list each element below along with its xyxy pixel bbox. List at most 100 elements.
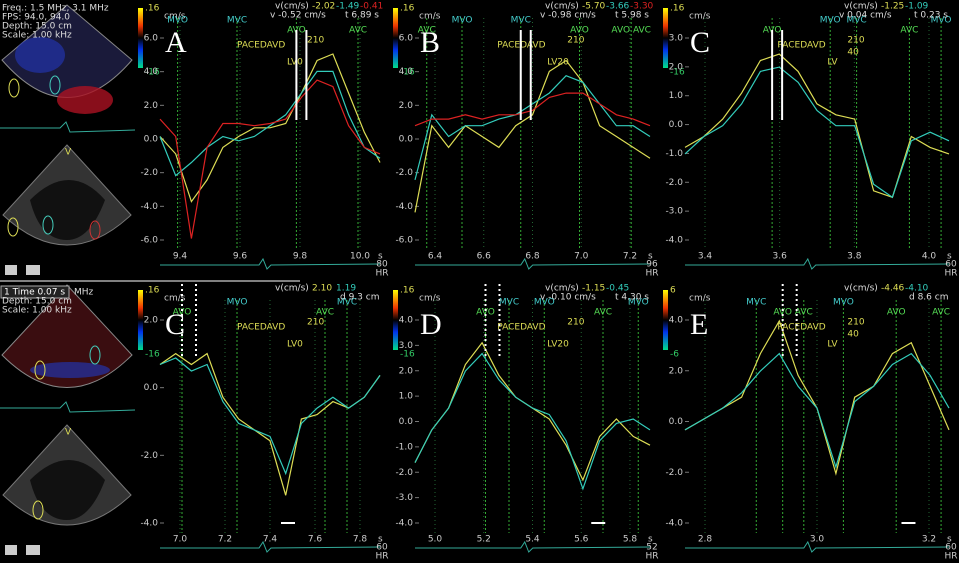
- event-label: MVC: [746, 298, 766, 308]
- annotation: 210: [847, 318, 864, 328]
- y-tick-label: 2.0: [399, 366, 414, 376]
- x-tick-label: 2.8: [698, 535, 713, 545]
- hr-label: HR: [944, 552, 957, 562]
- event-label: MVC: [227, 16, 247, 26]
- hr-value: 60: [376, 543, 388, 553]
- header-info: v -0.52 cm/s: [270, 11, 326, 21]
- x-tick-label: 3.0: [810, 535, 825, 545]
- velocity-trace: [684, 352, 950, 470]
- unit: cm/s: [164, 294, 186, 304]
- x-tick-label: 10.0: [350, 252, 370, 262]
- icon[interactable]: [26, 545, 40, 555]
- y-tick-label: -4.0: [665, 519, 683, 529]
- color-bar: [138, 290, 143, 350]
- icon[interactable]: [5, 265, 17, 275]
- time-box-label: 1 Time 0.07 s: [4, 288, 65, 298]
- y-tick-label: -2.0: [665, 178, 683, 188]
- header-info: v -0.10 cm/s: [540, 293, 596, 303]
- hr-label: HR: [645, 552, 658, 562]
- unit: cm/s: [419, 12, 441, 22]
- unit: cm/s: [419, 294, 441, 304]
- unit: cm/s: [689, 294, 711, 304]
- annotation: LV: [827, 58, 838, 68]
- y-tick-label: 3.0: [669, 34, 684, 44]
- y-tick-label: -4.0: [665, 236, 683, 246]
- event-label: MVO: [628, 298, 649, 308]
- time-box[interactable]: [0, 285, 70, 299]
- y-tick-label: 3.0: [399, 341, 414, 351]
- annotation: 210: [307, 36, 324, 46]
- event-label: AVO: [887, 308, 906, 318]
- header-value: 2.10: [312, 284, 332, 294]
- velocity-trace: [159, 352, 381, 496]
- sample-region: [42, 215, 54, 235]
- x-tick-label: 4.0: [922, 252, 937, 262]
- hr-label: HR: [944, 269, 957, 279]
- color-bar: [663, 290, 668, 350]
- y-tick-label: -3.0: [665, 207, 683, 217]
- icon[interactable]: [5, 545, 17, 555]
- event-label: AVC: [316, 308, 334, 318]
- velocity-trace: [159, 70, 381, 177]
- y-tick-label: -2.0: [395, 168, 413, 178]
- annotation: PACEDAVD: [497, 323, 545, 333]
- y-tick-label: -2.0: [140, 168, 158, 178]
- event-label: MVC: [337, 298, 357, 308]
- annotation: PACEDAVD: [237, 323, 285, 333]
- event-label: AVO: [570, 26, 589, 36]
- x-tick-label: 7.8: [353, 535, 368, 545]
- echo-marker: V: [65, 148, 72, 158]
- x-tick-label: 5.6: [574, 535, 589, 545]
- event-label: MVO: [820, 16, 841, 26]
- y-tick-label: 4.0: [144, 67, 159, 77]
- x-tick-label: 7.0: [173, 535, 188, 545]
- y-tick-label: -6.0: [140, 236, 158, 246]
- header-info: d 9.3 cm: [340, 293, 379, 303]
- echo-marker: V: [65, 428, 72, 438]
- header-value: -0.45: [606, 284, 629, 294]
- panel-letter: E: [690, 308, 708, 341]
- x-tick-label: 6.6: [477, 252, 492, 262]
- color-bar-bottom: -16: [145, 68, 160, 78]
- header-value: 1.19: [336, 284, 356, 294]
- event-label: MVO: [452, 16, 473, 26]
- color-bar: [663, 8, 668, 68]
- event-label: MVC: [499, 298, 519, 308]
- y-tick-label: 2.0: [669, 62, 684, 72]
- echo-info: Depth: 15.0 cm: [2, 22, 72, 32]
- doppler-sector: [1, 284, 133, 388]
- hr-value: 96: [646, 260, 658, 270]
- x-unit: s: [648, 252, 653, 262]
- y-tick-label: 2.0: [669, 366, 684, 376]
- x-tick-label: 7.4: [263, 535, 278, 545]
- hr-label: HR: [375, 269, 388, 279]
- y-tick-label: 1.0: [669, 91, 684, 101]
- panel-letter: D: [420, 308, 442, 341]
- ecg: [415, 257, 651, 270]
- hr-label: HR: [375, 552, 388, 562]
- y-tick-label: 0.0: [399, 135, 414, 145]
- annotation: LV0: [287, 340, 303, 350]
- color-bar: [393, 290, 398, 350]
- velocity-trace: [684, 66, 950, 199]
- sample-region: [32, 500, 44, 520]
- annotation: PACEDAVD: [777, 323, 825, 333]
- header-info: t 5.98 s: [615, 11, 649, 21]
- echo-info: Depth: 15.0 cm: [2, 297, 72, 307]
- x-tick-label: 3.6: [773, 252, 788, 262]
- event-label: AVC: [932, 308, 950, 318]
- ecg: [685, 257, 950, 270]
- hr-value: 80: [376, 260, 388, 270]
- echo-info: Scale: 1.00 kHz: [2, 306, 72, 316]
- color-bar-top: 6: [670, 286, 676, 296]
- y-tick-label: -4.0: [395, 202, 413, 212]
- icon[interactable]: [26, 265, 40, 275]
- x-unit: s: [947, 252, 952, 262]
- y-tick-label: -4.0: [140, 202, 158, 212]
- y-tick-label: 2.0: [399, 101, 414, 111]
- annotation: PACEDAVD: [237, 41, 285, 51]
- ecg: [160, 257, 381, 270]
- y-tick-label: 2.0: [144, 101, 159, 111]
- annotation: 210: [307, 318, 324, 328]
- header-value: -1.09: [905, 2, 929, 12]
